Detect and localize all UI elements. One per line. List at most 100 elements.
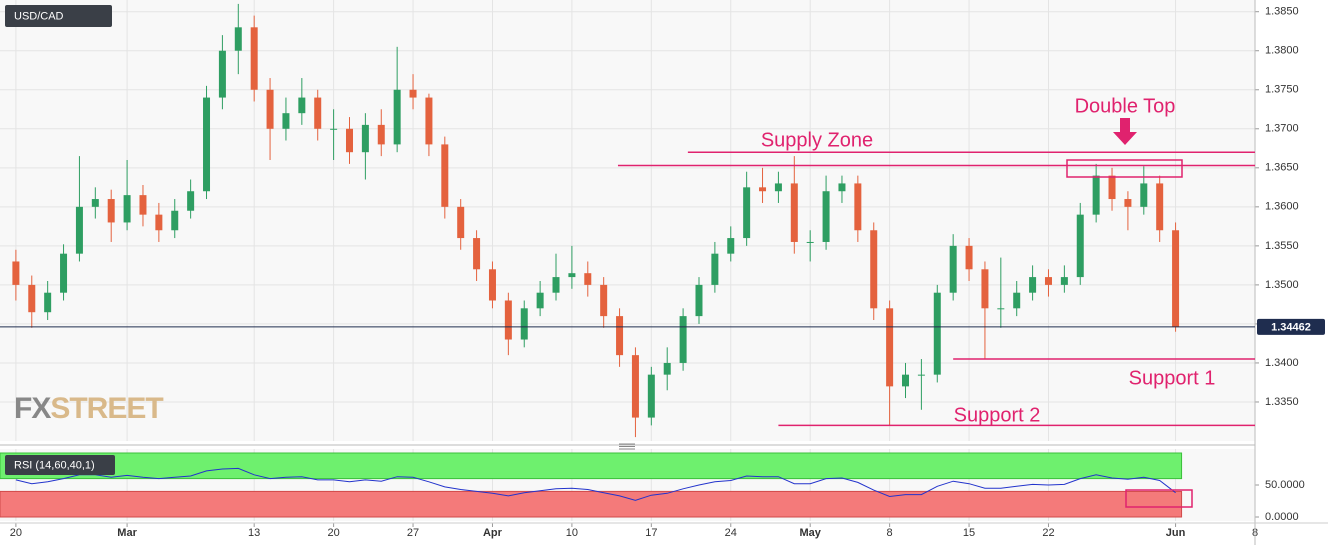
candle-body <box>12 261 20 285</box>
candle-body <box>743 187 751 239</box>
marks <box>0 3 1183 518</box>
candle-body <box>123 195 131 223</box>
candle-body <box>1060 277 1068 285</box>
x-tick-label: 20 <box>327 527 339 539</box>
y-tick-label: 1.3600 <box>1265 201 1299 213</box>
candle-body <box>1172 230 1180 328</box>
overlay: 1.34462 <box>0 151 1325 427</box>
x-tick-label: 13 <box>248 527 260 539</box>
candle-body <box>282 113 290 129</box>
candle-body <box>838 183 846 192</box>
candle-body <box>759 187 767 192</box>
candle-body <box>616 316 624 356</box>
x-tick-label: Apr <box>483 527 503 539</box>
candle-body <box>488 269 496 301</box>
candle-body <box>663 362 671 375</box>
candle-body <box>790 183 798 242</box>
y-tick-label: 1.3550 <box>1265 240 1299 252</box>
rsi-lower-band <box>0 490 1183 518</box>
rsi-upper-band <box>0 452 1183 480</box>
level-label: Support 2 <box>954 404 1041 426</box>
candle-body <box>870 230 878 309</box>
candle-body <box>647 374 655 418</box>
candle-body <box>631 355 639 418</box>
candle-body <box>902 374 910 387</box>
candle-body <box>60 253 68 293</box>
chart-title: USD/CAD <box>14 10 64 22</box>
candle-body <box>552 277 560 293</box>
candle-body <box>250 27 258 90</box>
candle-body <box>171 210 179 231</box>
candle-body <box>584 273 592 285</box>
candle-body <box>393 89 401 145</box>
rsi-label-box <box>5 455 115 475</box>
candle-body <box>520 308 528 340</box>
candle-body <box>711 253 719 285</box>
candle-body <box>330 128 338 130</box>
y-tick-label: 1.3850 <box>1265 6 1299 18</box>
candle-body <box>298 97 306 114</box>
candle-body <box>600 284 608 317</box>
candle-body <box>727 238 735 254</box>
candle-body <box>1092 175 1100 215</box>
last-price-box <box>1257 318 1325 335</box>
candle-body <box>441 144 449 207</box>
candle-body <box>568 273 576 278</box>
rsi-y-tick-label: 0.0000 <box>1265 511 1299 523</box>
y-tick-label: 1.3650 <box>1265 162 1299 174</box>
level-label: Supply Zone <box>761 129 873 151</box>
logo: FXSTREET <box>14 392 163 425</box>
candle-body <box>679 316 687 363</box>
candle-body <box>933 292 941 375</box>
candle-body <box>504 300 512 340</box>
candle-body <box>949 245 957 293</box>
arrow <box>1113 118 1137 145</box>
candle-body <box>473 238 481 270</box>
candle-body <box>155 214 163 231</box>
y-tick-label: 1.3350 <box>1265 396 1299 408</box>
candle-body <box>377 124 385 145</box>
candle-body <box>822 191 830 242</box>
x-tick-label: 22 <box>1042 527 1054 539</box>
candle-body <box>1140 183 1148 207</box>
candle-body <box>854 183 862 231</box>
candle-body <box>1108 175 1116 200</box>
candle-body <box>107 199 115 223</box>
logo-part: STREET <box>50 392 163 425</box>
rsi-y-tick-label: 50.0000 <box>1265 479 1305 491</box>
annotation: Double Top <box>1075 95 1176 117</box>
title-box <box>5 5 112 27</box>
x-tick-label: 10 <box>566 527 578 539</box>
candle-body <box>218 50 226 98</box>
y-tick-label: 1.3750 <box>1265 84 1299 96</box>
candle-body <box>187 191 195 211</box>
candle-body <box>44 292 52 313</box>
candle-body <box>1029 277 1037 293</box>
candle-body <box>806 241 814 243</box>
candle-body <box>266 89 274 129</box>
candle-body <box>774 183 782 192</box>
x-tick-label: Mar <box>117 527 137 539</box>
x-tick-label: 15 <box>963 527 975 539</box>
rsi-box <box>1125 489 1193 508</box>
candle-body <box>1076 214 1084 278</box>
candle-body <box>917 374 925 376</box>
candle-body <box>536 292 544 309</box>
candle-body <box>965 245 973 270</box>
y-tick-label: 1.3400 <box>1265 357 1299 369</box>
candle-body <box>345 128 353 153</box>
candle-body <box>695 284 703 317</box>
candle-body <box>1124 199 1132 207</box>
x-tick-label: May <box>799 527 821 539</box>
candle-body <box>75 206 83 254</box>
level-label: Support 1 <box>1129 367 1216 389</box>
candle-body <box>457 206 465 239</box>
candle-body <box>409 89 417 98</box>
x-tick-label: 24 <box>725 527 737 539</box>
x-tick-label: 17 <box>645 527 657 539</box>
candle-body <box>1044 277 1052 285</box>
candle-body <box>203 97 211 192</box>
rsi-label: RSI (14,60,40,1) <box>14 459 95 471</box>
y-tick-label: 1.3500 <box>1265 279 1299 291</box>
